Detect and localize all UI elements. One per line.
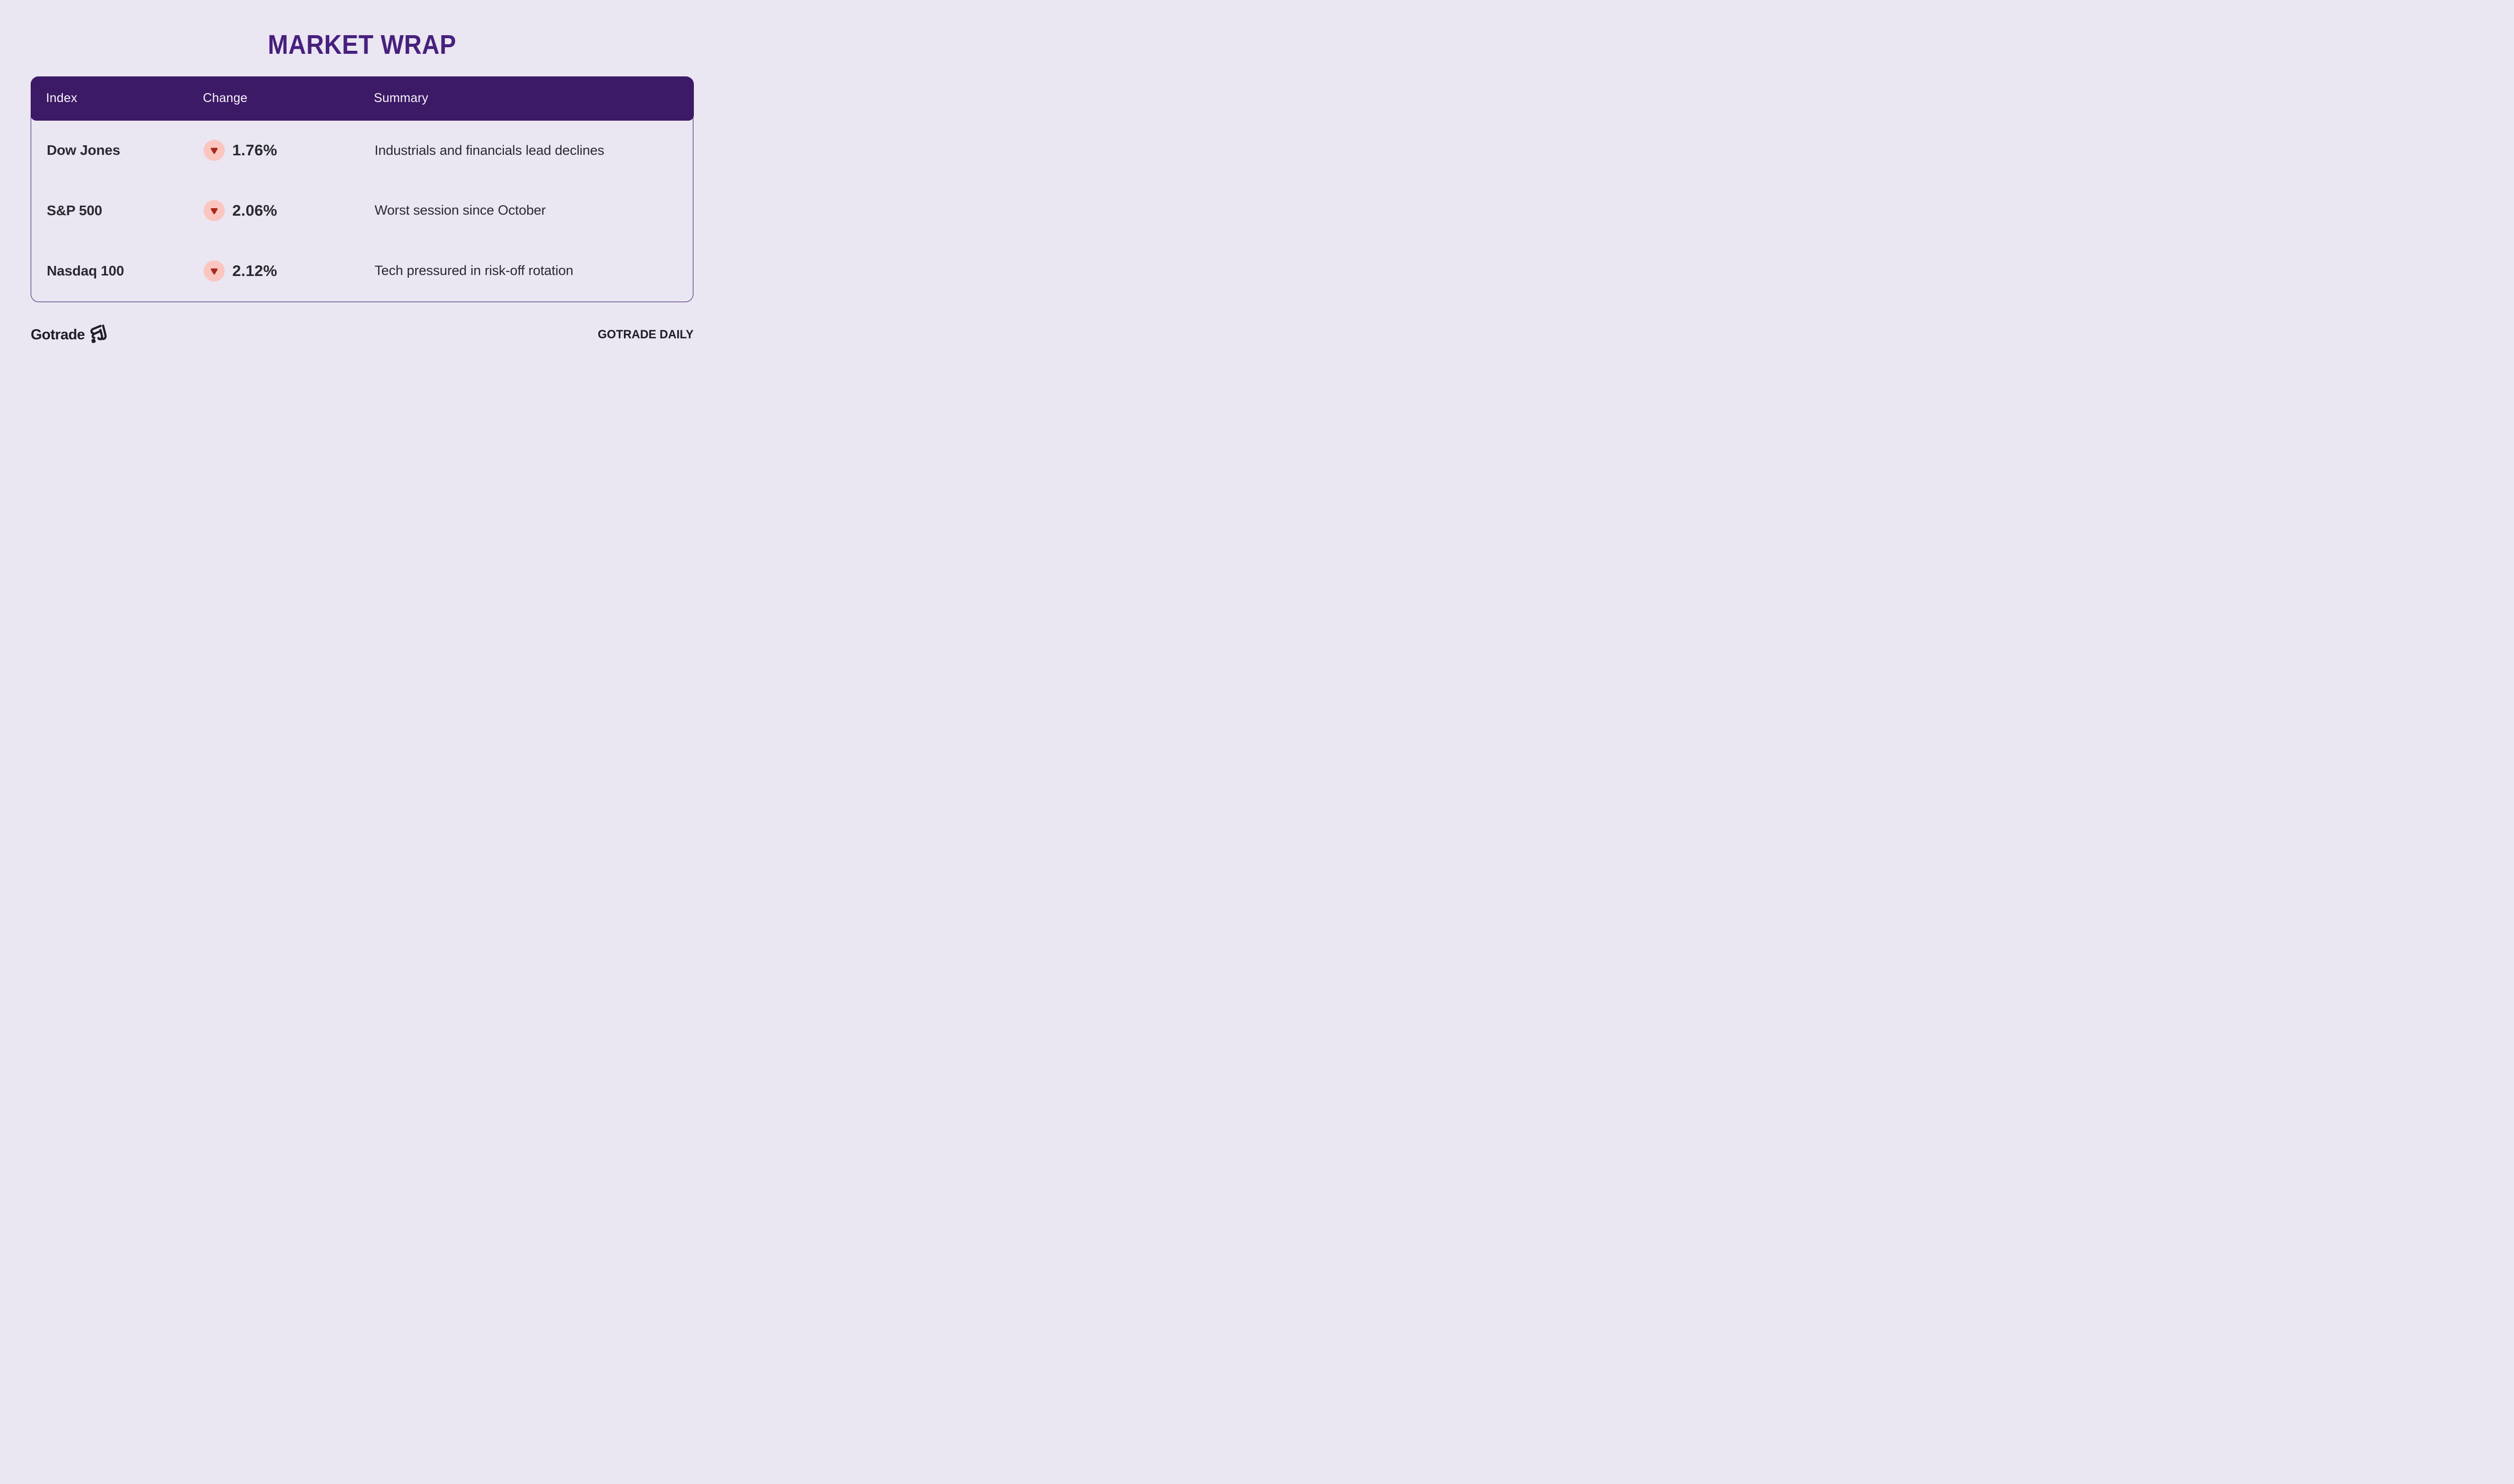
gotrade-daily-masthead: GOTRADE DAILY xyxy=(597,328,693,341)
page-title: MARKET WRAP xyxy=(267,30,457,60)
summary-text: Tech pressured in risk-off rotation xyxy=(375,263,574,279)
table-row: S&P 500 2.06% Worst session since Octobe… xyxy=(31,180,693,241)
summary-text: Industrials and financials lead declines xyxy=(375,142,604,158)
down-arrow-badge xyxy=(204,260,225,282)
change-cell: 2.06% xyxy=(204,200,375,221)
index-name: S&P 500 xyxy=(47,202,103,218)
column-header-summary: Summary xyxy=(374,91,428,105)
summary-text: Worst session since October xyxy=(375,203,546,218)
table-row: Dow Jones 1.76% Industrials and financia… xyxy=(31,121,693,181)
column-header-change: Change xyxy=(203,91,248,105)
column-header-index: Index xyxy=(46,91,77,105)
change-cell: 2.12% xyxy=(204,260,375,282)
down-arrow-badge xyxy=(204,140,225,161)
market-wrap-table: Index Change Summary Dow Jones 1.76% Ind… xyxy=(30,76,694,302)
change-value: 2.06% xyxy=(232,201,278,219)
index-name: Dow Jones xyxy=(47,142,121,158)
down-arrow-badge xyxy=(204,200,225,221)
table-header-row: Index Change Summary xyxy=(30,76,694,121)
change-value: 1.76% xyxy=(232,141,278,159)
index-name: Nasdaq 100 xyxy=(47,262,124,279)
change-value: 2.12% xyxy=(232,261,278,280)
gotrade-arrow-icon xyxy=(90,324,107,343)
footer: Gotrade GOTRADE DAILY xyxy=(31,321,693,349)
down-triangle-icon xyxy=(211,268,218,274)
change-cell: 1.76% xyxy=(204,140,375,161)
down-triangle-icon xyxy=(211,148,218,154)
gotrade-logo: Gotrade xyxy=(31,324,108,346)
gotrade-wordmark: Gotrade xyxy=(31,326,85,343)
table-row: Nasdaq 100 2.12% Tech pressured in risk-… xyxy=(31,241,693,301)
down-triangle-icon xyxy=(211,208,218,214)
table-body: Dow Jones 1.76% Industrials and financia… xyxy=(31,121,693,301)
